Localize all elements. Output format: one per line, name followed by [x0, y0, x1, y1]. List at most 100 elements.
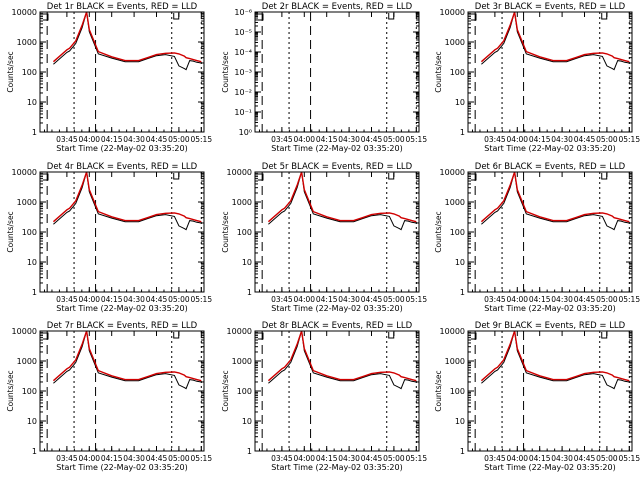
y-axis-label: Counts/sec [6, 51, 15, 92]
x-tick-label: 05:00 [168, 454, 190, 463]
bracket-marker [173, 13, 180, 20]
x-tick-label: 05:00 [596, 135, 618, 144]
x-tick-label: 04:15 [101, 295, 123, 304]
x-tick-label: 04:30 [338, 135, 360, 144]
bracket-marker [471, 173, 477, 181]
x-axis-label: Start Time (22-May-02 03:35:20) [56, 144, 187, 153]
y-tick-label: 1 [32, 447, 37, 456]
lld-series-line [480, 171, 630, 223]
x-axis-label: Start Time (22-May-02 03:35:20) [484, 304, 615, 313]
x-axis-label: Start Time (22-May-02 03:35:20) [271, 304, 402, 313]
x-tick-label: 03:45 [56, 135, 78, 144]
plot-frame [39, 11, 205, 133]
x-tick-label: 04:15 [529, 295, 551, 304]
x-tick-label: 04:45 [361, 454, 383, 463]
bracket-marker [388, 332, 395, 339]
x-tick-label: 04:15 [529, 454, 551, 463]
x-axis-label: Start Time (22-May-02 03:35:20) [56, 304, 187, 313]
events-series-line [481, 11, 630, 71]
panel-title: Det 7r BLACK = Events, RED = LLD [47, 321, 198, 331]
lld-series-line [480, 11, 630, 63]
y-tick-label: 10 [27, 258, 37, 267]
x-tick-label: 04:30 [338, 454, 360, 463]
x-tick-label: 05:00 [383, 135, 405, 144]
y-tick-label: 10000 [440, 8, 465, 17]
x-tick-label: 03:45 [271, 135, 293, 144]
y-axis-label: Counts/sec [434, 51, 443, 92]
panel-title: Det 5r BLACK = Events, RED = LLD [262, 162, 413, 172]
y-axis-label: Counts/sec [434, 370, 443, 411]
x-tick-label: 04:00 [293, 135, 315, 144]
x-tick-label: 04:00 [293, 295, 315, 304]
x-tick-label: 03:45 [271, 454, 293, 463]
x-tick-label: 04:00 [78, 454, 100, 463]
x-tick-label: 04:00 [506, 454, 528, 463]
bracket-marker [388, 13, 395, 20]
y-tick-label: 1 [32, 288, 37, 297]
bracket-marker [258, 173, 264, 181]
y-tick-label: 10000 [12, 168, 37, 177]
y-tick-label: 1 [247, 447, 252, 456]
y-tick-label: 10000 [12, 327, 37, 336]
x-tick-label: 04:00 [506, 135, 528, 144]
events-series-line [268, 330, 417, 390]
bracket-marker [43, 13, 49, 21]
lld-series-line [52, 11, 202, 63]
y-tick-label: 1 [460, 288, 465, 297]
bracket-marker [471, 13, 477, 21]
x-tick-label: 04:00 [293, 454, 315, 463]
y-tick-label: 1000 [232, 198, 252, 207]
x-tick-label: 04:30 [123, 295, 145, 304]
plot-frame [39, 171, 205, 293]
bracket-marker [43, 173, 49, 181]
y-tick-label: 10⁻⁴ [234, 48, 252, 57]
panel-title: Det 2r BLACK = Events, RED = LLD [262, 2, 413, 12]
events-series-line [481, 330, 630, 390]
x-tick-label: 04:45 [574, 454, 596, 463]
y-tick-label: 10 [27, 98, 37, 107]
panel-3: 1 10 100 1000 10000 03:45 04:00 04:15 04:30 04:45… [434, 2, 640, 153]
x-tick-label: 05:15 [190, 454, 212, 463]
y-tick-label: 10 [455, 258, 465, 267]
plot-frame [467, 171, 633, 293]
y-tick-label: 1000 [445, 357, 465, 366]
x-tick-label: 05:00 [383, 454, 405, 463]
y-tick-label: 100 [450, 68, 465, 77]
x-axis-label: Start Time (22-May-02 03:35:20) [484, 144, 615, 153]
events-series-line [481, 171, 630, 231]
bracket-marker [173, 173, 180, 180]
x-tick-label: 05:15 [190, 295, 212, 304]
y-tick-label: 1000 [445, 38, 465, 47]
x-tick-label: 05:15 [405, 135, 427, 144]
lld-series-line [267, 330, 417, 382]
y-tick-label: 10 [455, 417, 465, 426]
x-tick-label: 03:45 [56, 454, 78, 463]
x-tick-label: 05:15 [405, 295, 427, 304]
y-tick-label: 10⁻¹ [234, 108, 252, 117]
y-tick-label: 100 [237, 387, 252, 396]
y-tick-label: 1000 [17, 38, 37, 47]
x-tick-label: 04:45 [574, 135, 596, 144]
x-tick-label: 05:15 [405, 454, 427, 463]
bracket-marker [471, 332, 477, 340]
x-tick-label: 04:45 [146, 135, 168, 144]
x-tick-label: 04:15 [316, 135, 338, 144]
plot-frame [254, 11, 420, 133]
y-axis-label: Counts/sec [6, 370, 15, 411]
panel-title: Det 9r BLACK = Events, RED = LLD [475, 321, 626, 331]
y-tick-label: 1000 [232, 357, 252, 366]
x-tick-label: 04:45 [361, 295, 383, 304]
x-tick-label: 05:00 [168, 135, 190, 144]
x-tick-label: 04:45 [146, 454, 168, 463]
x-tick-label: 04:00 [78, 295, 100, 304]
events-series-line [53, 330, 202, 390]
y-tick-label: 100 [22, 387, 37, 396]
y-axis-label: Counts/sec [221, 51, 230, 92]
bracket-marker [601, 173, 608, 180]
events-series-line [53, 171, 202, 231]
bracket-marker [258, 332, 264, 340]
panel-7: 1 10 100 1000 10000 03:45 04:00 04:15 04:30 04:45… [6, 321, 212, 472]
y-tick-label: 1 [32, 128, 37, 137]
y-tick-label: 10⁻⁵ [234, 28, 252, 37]
